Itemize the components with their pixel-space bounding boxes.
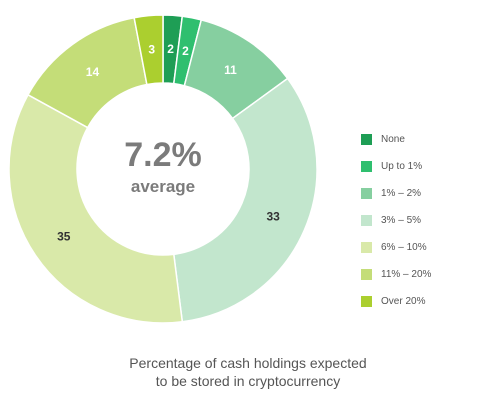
slice-data-label: 3 bbox=[148, 43, 155, 57]
slice-data-label: 33 bbox=[266, 210, 280, 224]
chart-caption-line-1: Percentage of cash holdings expected bbox=[129, 355, 367, 371]
legend-label: Up to 1% bbox=[381, 161, 423, 172]
legend-label: 6% – 10% bbox=[381, 242, 427, 253]
legend-swatch bbox=[361, 296, 372, 307]
average-value: 7.2% bbox=[124, 136, 202, 174]
chart-caption-line-2: to be stored in cryptocurrency bbox=[155, 373, 341, 389]
average-label: average bbox=[130, 177, 196, 196]
slice-data-label: 2 bbox=[167, 42, 174, 56]
legend-swatch bbox=[361, 215, 372, 226]
donut-slice bbox=[8, 93, 184, 324]
legend-swatch bbox=[361, 134, 372, 145]
legend-swatch bbox=[361, 269, 372, 280]
slice-data-label: 2 bbox=[182, 44, 189, 58]
legend-label: Over 20% bbox=[381, 296, 426, 307]
legend-label: 11% – 20% bbox=[381, 269, 432, 280]
slice-data-label: 14 bbox=[86, 65, 100, 79]
slice-data-label: 35 bbox=[57, 229, 71, 243]
slice-data-label: 11 bbox=[224, 63, 237, 77]
donut-slice bbox=[172, 77, 318, 323]
legend-label: None bbox=[381, 134, 405, 145]
legend-label: 3% – 5% bbox=[381, 215, 422, 226]
legend-swatch bbox=[361, 188, 372, 199]
legend-swatch bbox=[361, 161, 372, 172]
legend-label: 1% – 2% bbox=[381, 188, 422, 199]
legend-swatch bbox=[361, 242, 372, 253]
donut-slice bbox=[133, 14, 164, 86]
